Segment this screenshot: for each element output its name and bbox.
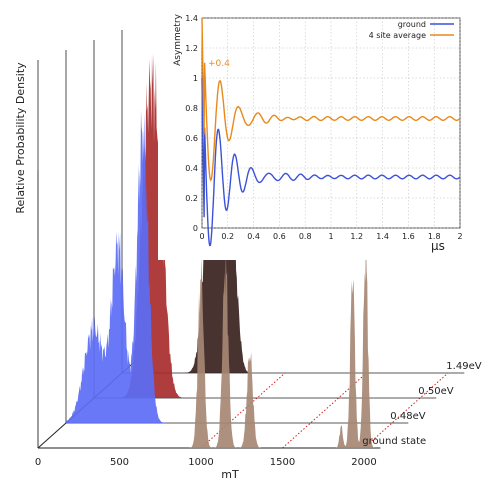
projection-line: [200, 372, 286, 449]
inset-x-tick-label: 0.8: [299, 232, 312, 241]
inset-line-plot: Asymmetry µs +0.4 0 0.2 0.4 0.6 0.8 1 1.2 1.4 1.…: [158, 0, 468, 260]
legend-label: ground: [398, 20, 426, 29]
series-line-4-site-average: [201, 17, 461, 182]
inset-grid: [201, 17, 461, 229]
series-ground-state: ground state: [37, 60, 426, 449]
inset-annotation: +0.4: [208, 59, 230, 69]
inset-x-tick-label: 0.4: [247, 232, 260, 241]
inset-legend: ground 4 site average: [369, 20, 454, 40]
series-label: 1.49eV: [446, 361, 481, 372]
inset-x-tick-label: 0.6: [273, 232, 286, 241]
inset-y-tick-label: 0.2: [185, 194, 198, 203]
y-axis-label: Relative Probability Density: [14, 62, 27, 214]
distribution-area: [66, 110, 409, 423]
x-tick-label: 1500: [270, 457, 295, 468]
inset-tick-labels: 0 0.2 0.4 0.6 0.8 1 1.2 1.4 1.6 1.8 2 0 0.2 0.4 0.6 0.8…: [185, 14, 462, 241]
series-line-ground: [201, 77, 461, 247]
inset-x-tick-label: 2: [457, 232, 462, 241]
x-tick-label: 1000: [188, 457, 213, 468]
x-axis-label: mT: [221, 468, 239, 481]
inset-x-tick-label: 1.6: [402, 232, 415, 241]
x-tick-label: 500: [110, 457, 129, 468]
inset-y-axis-label: Asymmetry: [173, 13, 183, 65]
inset-y-tick-label: 0.8: [185, 104, 198, 113]
inset-x-tick-label: 0: [199, 232, 204, 241]
series-label: ground state: [362, 436, 426, 447]
x-tick-label: 0: [35, 457, 41, 468]
inset-x-tick-label: 1.2: [350, 232, 363, 241]
x-tick-labels: 0 500 1000 1500 2000: [35, 457, 377, 468]
inset-y-tick-label: 1.2: [185, 44, 198, 53]
legend-label: 4 site average: [369, 31, 426, 40]
inset-y-tick-label: 1: [193, 74, 198, 83]
inset-x-tick-label: 0.2: [221, 232, 234, 241]
distribution-area: [122, 0, 465, 373]
inset-background: [158, 0, 468, 260]
projection-line: [363, 372, 449, 449]
series-label: 0.50eV: [418, 386, 453, 397]
inset-y-tick-label: 0.4: [185, 164, 198, 173]
inset-y-tick-label: 1.4: [185, 14, 198, 23]
series-label: 0.48eV: [390, 411, 425, 422]
inset-x-axis-label: µs: [431, 239, 445, 253]
inset-y-tick-label: 0.6: [185, 134, 198, 143]
inset-series-lines: [201, 17, 461, 247]
x-tick-label: 2000: [351, 457, 376, 468]
projection-line: [282, 372, 367, 449]
inset-x-tick-label: 1.8: [428, 232, 441, 241]
inset-y-tick-label: 0: [193, 224, 198, 233]
inset-x-tick-label: 1: [328, 232, 333, 241]
inset-x-tick-label: 1.4: [376, 232, 389, 241]
